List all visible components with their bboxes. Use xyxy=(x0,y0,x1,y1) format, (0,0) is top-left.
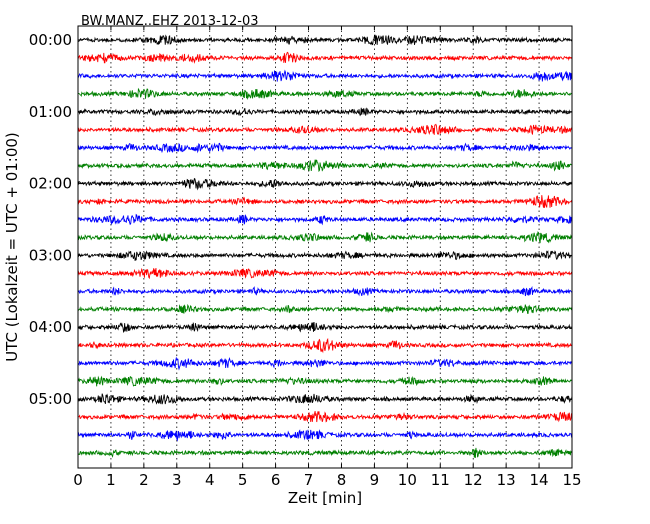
x-tick-label-6: 6 xyxy=(271,471,281,489)
x-tick-label-5: 5 xyxy=(238,471,248,489)
trace-0400 xyxy=(77,321,573,334)
y-tick-label-1: 01:00 xyxy=(29,103,72,121)
trace-0515 xyxy=(77,411,573,423)
x-axis-label: Zeit [min] xyxy=(288,489,362,507)
trace-0200 xyxy=(77,177,573,191)
trace-0115 xyxy=(77,123,573,135)
trace-0545 xyxy=(77,447,573,458)
trace-0215 xyxy=(77,195,573,208)
x-tick-label-4: 4 xyxy=(205,471,215,489)
trace-0315 xyxy=(77,267,573,280)
x-tick-label-14: 14 xyxy=(530,471,549,489)
x-tick-label-13: 13 xyxy=(497,471,516,489)
y-axis-label: UTC (Lokalzeit = UTC + 01:00) xyxy=(3,132,21,362)
x-tick-label-2: 2 xyxy=(139,471,149,489)
x-tick-label-11: 11 xyxy=(431,471,450,489)
y-tick-label-0: 00:00 xyxy=(29,31,72,49)
x-tick-label-15: 15 xyxy=(562,471,581,489)
y-tick-label-3: 03:00 xyxy=(29,246,72,264)
trace-0030 xyxy=(77,69,573,82)
trace-0445 xyxy=(77,375,573,387)
trace-0000 xyxy=(77,34,573,46)
x-tick-label-7: 7 xyxy=(304,471,314,489)
y-tick-label-4: 04:00 xyxy=(29,318,72,336)
trace-layer xyxy=(77,34,573,458)
x-tick-label-10: 10 xyxy=(398,471,417,489)
trace-0530 xyxy=(77,429,573,442)
trace-0345 xyxy=(77,303,573,314)
grid-layer xyxy=(110,26,540,468)
trace-0500 xyxy=(77,393,573,405)
y-tick-label-5: 05:00 xyxy=(29,390,72,408)
trace-0415 xyxy=(77,337,573,354)
trace-0015 xyxy=(77,51,573,64)
trace-0230 xyxy=(77,213,573,226)
y-tick-label-2: 02:00 xyxy=(29,175,72,193)
x-tick-label-8: 8 xyxy=(337,471,347,489)
tick-layer: 0 1 2 3 4 5 6 7 8 9 10 11 12 13 14 1500:0001:0002:0003:… xyxy=(29,26,582,489)
trace-0145 xyxy=(77,159,573,173)
trace-0300 xyxy=(77,250,573,261)
x-tick-label-9: 9 xyxy=(370,471,380,489)
plot-frame xyxy=(77,25,573,469)
trace-0100 xyxy=(77,107,573,117)
trace-0245 xyxy=(77,231,573,244)
x-tick-label-3: 3 xyxy=(172,471,182,489)
trace-0330 xyxy=(77,285,573,297)
x-tick-label-1: 1 xyxy=(106,471,116,489)
x-tick-label-12: 12 xyxy=(464,471,483,489)
trace-0130 xyxy=(77,142,573,154)
x-tick-label-0: 0 xyxy=(73,471,83,489)
trace-0045 xyxy=(77,87,573,100)
chart-title: BW.MANZ..EHZ 2013-12-03 xyxy=(81,14,259,29)
trace-0430 xyxy=(77,356,573,371)
